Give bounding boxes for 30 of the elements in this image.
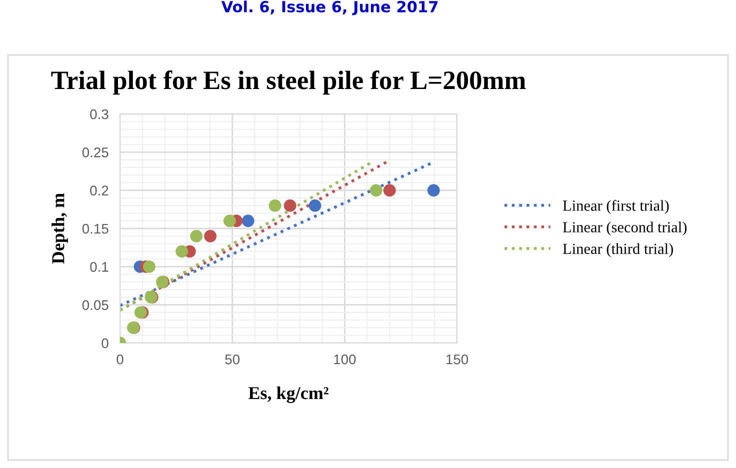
point: [268, 199, 282, 212]
x-tick-label: 150: [446, 354, 468, 364]
point: [142, 260, 156, 273]
point: [383, 184, 396, 197]
point: [223, 214, 236, 228]
y-tick-label: 0.25: [82, 148, 108, 158]
point: [370, 184, 382, 197]
y-tick-label: 0: [102, 338, 108, 348]
point: [176, 245, 188, 258]
text: Vol. 6, Issue 6, June 2017: [221, 0, 438, 16]
y-tick-label: 0.2: [90, 186, 108, 196]
y-tick-label: 0.1: [90, 262, 108, 272]
y-axis-title: Depth, m: [52, 193, 68, 264]
point: [204, 230, 217, 242]
x-tick-label: 100: [334, 354, 356, 364]
x-tick-label: 0: [116, 354, 124, 364]
y-tick-label: 0.15: [82, 224, 108, 234]
x-axis-title: Es, kg/cm²: [248, 386, 328, 404]
legend-label: Linear (second trial): [562, 222, 687, 236]
x-tick-label: 50: [225, 354, 240, 364]
y-tick-label: 0.3: [90, 109, 108, 120]
chart-title: Trial plot for Es in steel pile for L=200mm: [51, 70, 526, 95]
point: [190, 230, 203, 242]
point: [284, 199, 296, 212]
point: [427, 184, 440, 197]
legend-label: Linear (third trial): [562, 243, 673, 258]
point: [242, 214, 254, 228]
point: [308, 199, 322, 212]
y-tick-label: 0.05: [82, 300, 108, 310]
legend-label: Linear (first trial): [562, 200, 669, 214]
